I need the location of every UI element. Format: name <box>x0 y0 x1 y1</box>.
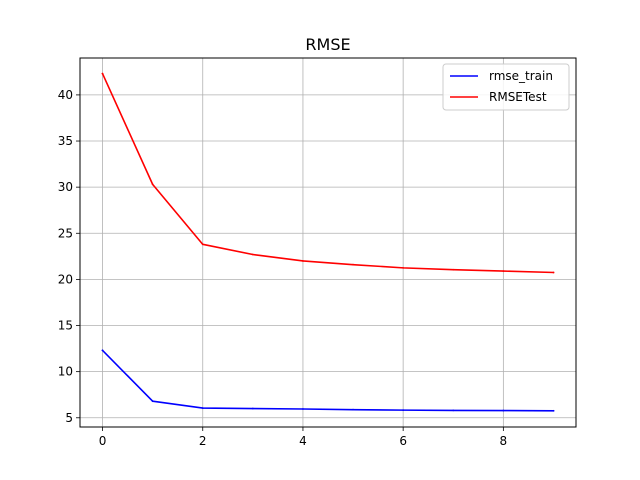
legend-label-rmsetest: RMSETest <box>489 90 547 104</box>
data-point-rmse_train <box>402 409 405 412</box>
x-tick-label: 4 <box>299 434 307 448</box>
y-tick-label: 10 <box>58 365 73 379</box>
chart-title: RMSE <box>305 35 350 54</box>
data-point-rmsetest <box>201 243 204 246</box>
data-point-rmse_train <box>552 409 555 412</box>
series-line-rmsetest <box>101 72 555 274</box>
x-tick-label: 2 <box>199 434 207 448</box>
x-tick-label: 8 <box>500 434 508 448</box>
y-tick-label: 15 <box>58 319 73 333</box>
grid <box>80 58 576 427</box>
series-layer <box>101 72 555 412</box>
y-tick-label: 20 <box>58 272 73 286</box>
plot-area: 0 2 4 6 8 5 10 15 20 25 30 35 40 <box>58 57 577 448</box>
data-point-rmsetest <box>151 183 154 186</box>
data-point-rmse_train <box>201 407 204 409</box>
legend-label-rmse_train: rmse_train <box>489 69 553 83</box>
data-point-rmsetest <box>302 260 304 262</box>
data-point-rmsetest <box>452 268 455 271</box>
y-tick-label: 5 <box>65 411 73 425</box>
series-line-rmse_train <box>101 349 555 412</box>
data-point-rmsetest <box>502 270 505 272</box>
data-point-rmsetest <box>101 72 104 75</box>
data-point-rmse_train <box>352 408 354 411</box>
y-tick-label: 30 <box>58 180 73 194</box>
axes-background <box>80 58 576 427</box>
data-point-rmsetest <box>552 271 555 274</box>
data-point-rmse_train <box>502 409 505 412</box>
data-point-rmse_train <box>101 349 104 352</box>
y-tick-label: 35 <box>58 134 73 148</box>
y-tick-label: 25 <box>58 226 73 240</box>
data-point-rmsetest <box>251 253 254 256</box>
data-point-rmse_train <box>151 400 154 403</box>
axes-frame <box>79 57 577 428</box>
data-point-rmse_train <box>302 408 304 410</box>
ticks: 0 2 4 6 8 5 10 15 20 25 30 35 40 <box>58 88 507 448</box>
legend: rmse_train RMSETest <box>442 63 570 111</box>
data-point-rmsetest <box>352 263 354 266</box>
x-tick-label: 0 <box>99 434 107 448</box>
data-point-rmse_train <box>251 407 254 410</box>
data-point-rmse_train <box>452 409 455 412</box>
x-tick-label: 6 <box>399 434 407 448</box>
y-tick-label: 40 <box>58 88 73 102</box>
data-point-rmsetest <box>402 266 405 269</box>
